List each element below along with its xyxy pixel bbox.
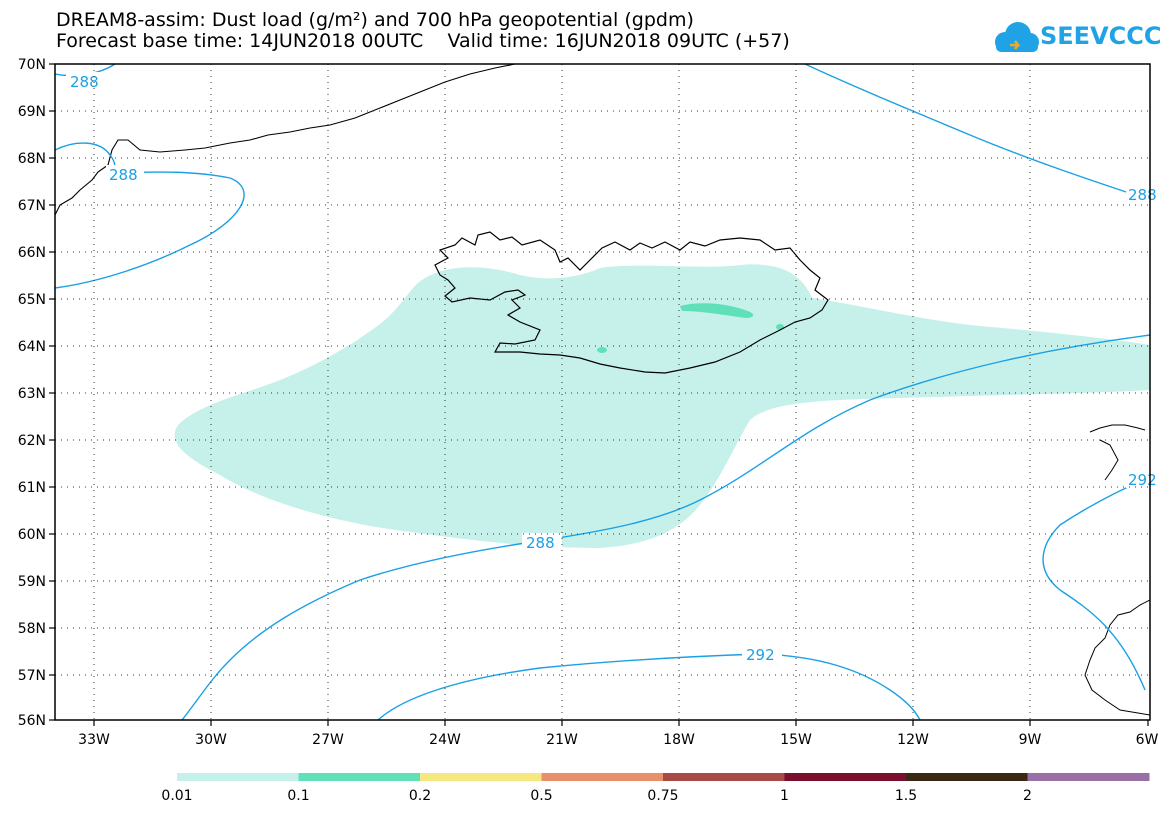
- lon-label: 30W: [195, 732, 227, 748]
- contour-label: 292: [1128, 471, 1157, 489]
- contour-label: 288: [70, 73, 99, 91]
- map-frame: [54, 63, 1151, 721]
- lon-label: 33W: [78, 732, 110, 748]
- lat-label: 62N: [18, 433, 46, 449]
- lon-label: 9W: [1019, 732, 1042, 748]
- legend-swatch: [1027, 773, 1150, 781]
- logo-text: SEEVCCC: [1040, 22, 1162, 50]
- lat-label: 70N: [18, 57, 46, 73]
- legend-label: 1.5: [895, 788, 917, 804]
- faroe-islands: [1089, 424, 1146, 481]
- lat-label: 56N: [18, 713, 46, 729]
- legend-swatch: [177, 773, 299, 781]
- lon-label: 18W: [663, 732, 695, 748]
- legend-swatch: [541, 773, 664, 781]
- contour-292-east: [1042, 476, 1150, 691]
- map-title: DREAM8-assim: Dust load (g/m²) and 700 h…: [56, 9, 694, 31]
- lat-label: 67N: [18, 198, 46, 214]
- lat-label: 59N: [18, 574, 46, 590]
- legend-swatch: [298, 773, 421, 781]
- contour-label: 292: [746, 646, 775, 664]
- lat-label: 63N: [18, 386, 46, 402]
- lat-label: 57N: [18, 668, 46, 684]
- lat-label: 65N: [18, 292, 46, 308]
- cloud-icon: [995, 22, 1039, 52]
- map-gridlines: [55, 64, 1150, 720]
- contour-288-nw2: [55, 142, 116, 177]
- lat-label: 69N: [18, 104, 46, 120]
- legend-swatch: [663, 773, 785, 781]
- lon-label: 15W: [780, 732, 812, 748]
- legend-swatch: [784, 773, 907, 781]
- forecast-base-time: Forecast base time: 14JUN2018 00UTC: [56, 30, 424, 52]
- contour-292-south: [377, 653, 921, 720]
- lat-label: 61N: [18, 480, 46, 496]
- lon-label: 21W: [546, 732, 578, 748]
- contour-288-nw: [55, 171, 245, 289]
- lon-label: 12W: [897, 732, 929, 748]
- legend-label: 0.2: [409, 788, 431, 804]
- legend-label: 0.5: [530, 788, 552, 804]
- legend-swatch: [906, 773, 1028, 781]
- contour-288-sw: [181, 334, 1150, 720]
- dust-area-medium: [597, 347, 607, 353]
- lon-label: 6W: [1136, 732, 1159, 748]
- iceland-coastline: [434, 231, 829, 374]
- legend-swatch: [420, 773, 542, 781]
- lon-label: 27W: [312, 732, 344, 748]
- greenland-coastline: [55, 64, 516, 216]
- lat-label: 68N: [18, 151, 46, 167]
- lat-label: 66N: [18, 245, 46, 261]
- scotland-coastline: [1084, 599, 1150, 716]
- dust-area-light: [174, 264, 1150, 548]
- color-legend: 0.01 0.1 0.2 0.5 0.75 1 1.5 2: [161, 773, 1150, 804]
- legend-label: 2: [1023, 788, 1032, 804]
- lat-label: 64N: [18, 339, 46, 355]
- lat-label: 58N: [18, 621, 46, 637]
- lat-label: 60N: [18, 527, 46, 543]
- legend-label: 0.01: [161, 788, 192, 804]
- contour-label: 288: [1128, 186, 1157, 204]
- contour-288-ne: [804, 64, 1150, 201]
- map-subtitle: Forecast base time: 14JUN2018 00UTC Vali…: [56, 31, 790, 51]
- legend-label: 1: [780, 788, 789, 804]
- valid-time: Valid time: 16JUN2018 09UTC (+57): [447, 30, 790, 52]
- contour-label: 288: [526, 534, 555, 552]
- contour-label: 288: [109, 166, 138, 184]
- legend-label: 0.75: [647, 788, 678, 804]
- legend-label: 0.1: [287, 788, 309, 804]
- dust-area-medium: [680, 303, 754, 318]
- lon-label: 24W: [429, 732, 461, 748]
